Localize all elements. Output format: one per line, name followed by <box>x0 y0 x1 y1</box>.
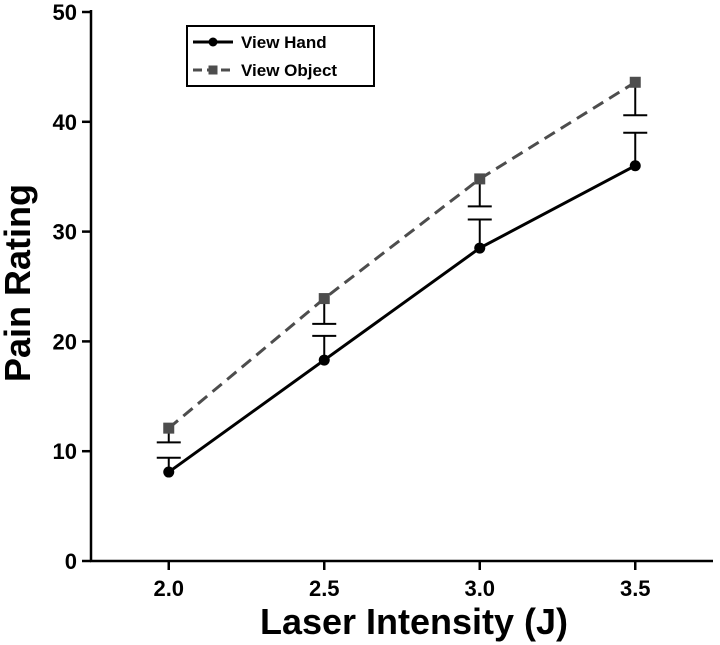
legend-marker-view-hand <box>208 37 218 47</box>
series-line-view-object <box>167 80 637 430</box>
x-axis-title: Laser Intensity (J) <box>260 601 568 642</box>
data-point-view-object <box>318 293 330 305</box>
y-tick-label: 50 <box>53 0 77 25</box>
legend-box <box>186 25 375 87</box>
legend-marker-view-object <box>208 65 218 75</box>
x-tick-label: 3.5 <box>620 576 651 601</box>
y-tick-label: 10 <box>53 439 77 464</box>
x-tick-label: 2.0 <box>153 576 184 601</box>
data-point-view-hand <box>318 354 330 366</box>
y-tick-label: 30 <box>53 220 77 245</box>
data-point-view-object <box>629 76 641 88</box>
y-axis-title: Pain Rating <box>0 184 38 382</box>
y-axis-ticks: 0 10 20 30 40 50 <box>53 0 91 574</box>
y-tick-label: 40 <box>53 110 77 135</box>
x-axis-ticks: 2.0 2.5 3.0 3.5 <box>153 561 651 601</box>
data-point-view-object <box>474 173 486 185</box>
y-tick-label: 0 <box>65 549 77 574</box>
series-layer <box>156 76 648 478</box>
legend-label-view-object: View Object <box>241 61 337 80</box>
x-tick-label: 3.0 <box>464 576 495 601</box>
plot-area: 0 10 20 30 40 50 2.0 2.5 3.0 3.5 <box>53 0 713 601</box>
data-point-view-hand <box>163 466 175 478</box>
y-tick-label: 20 <box>53 329 77 354</box>
series-line-view-hand <box>167 164 636 474</box>
legend: View Hand View Object <box>186 25 375 87</box>
data-point-view-object <box>163 422 175 434</box>
x-tick-label: 2.5 <box>309 576 340 601</box>
legend-label-view-hand: View Hand <box>241 33 327 52</box>
data-point-view-hand <box>474 242 486 254</box>
data-point-view-hand <box>629 160 641 172</box>
